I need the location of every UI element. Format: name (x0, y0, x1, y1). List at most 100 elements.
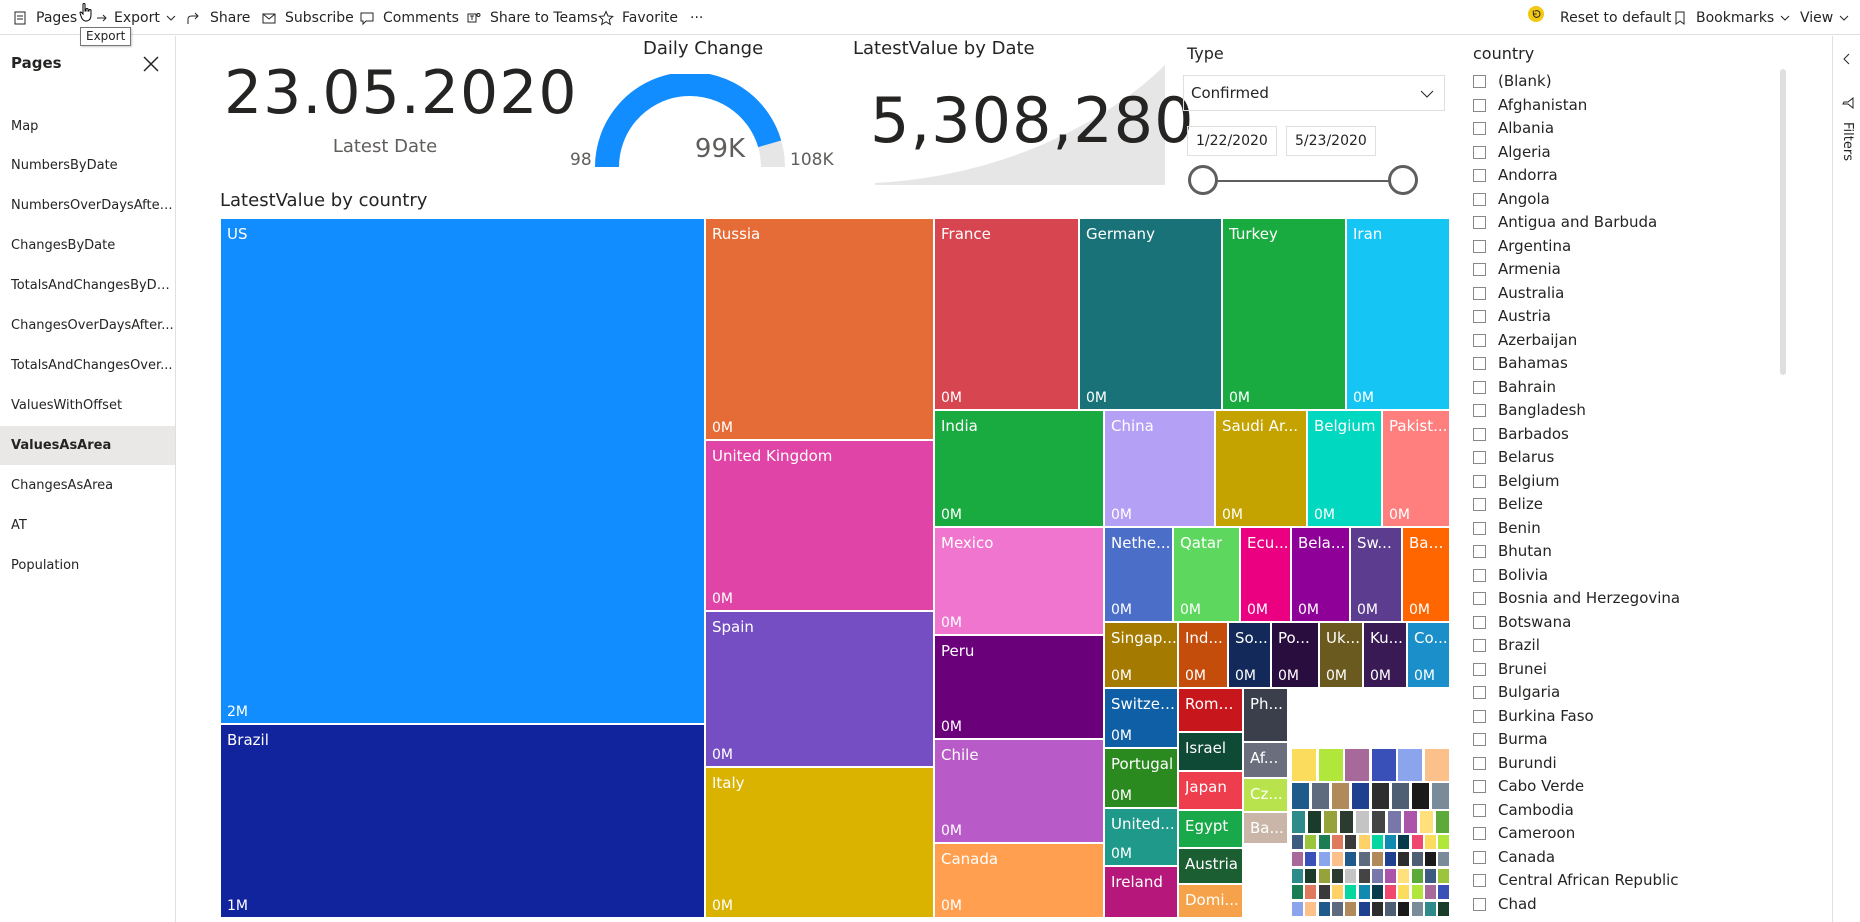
treemap-tile[interactable]: Nethe... 0M (1104, 527, 1173, 622)
treemap-tile[interactable]: France 0M (934, 218, 1079, 410)
checkbox-icon[interactable] (1473, 709, 1486, 723)
treemap-tile[interactable]: Ireland (1104, 866, 1178, 918)
treemap-tile-small[interactable] (1344, 867, 1358, 884)
treemap-tile-small[interactable] (1330, 901, 1344, 918)
checkbox-icon[interactable] (1473, 286, 1486, 300)
checkbox-icon[interactable] (1473, 122, 1486, 135)
treemap-tile-small[interactable] (1291, 834, 1304, 850)
date-slider-start-handle[interactable] (1188, 165, 1218, 195)
checkbox-icon[interactable] (1473, 333, 1486, 347)
page-item-population[interactable]: Population (11, 558, 80, 573)
checkbox-icon[interactable] (1473, 498, 1486, 511)
treemap-tile-small[interactable] (1424, 884, 1437, 901)
close-icon[interactable] (140, 53, 162, 75)
checkbox-icon[interactable] (1473, 545, 1486, 558)
treemap-tile[interactable]: Italy 0M (705, 767, 934, 918)
treemap-tile-small[interactable] (1291, 901, 1304, 918)
treemap-tile[interactable]: Po... 0M (1271, 622, 1319, 688)
checkbox-icon[interactable] (1473, 615, 1486, 629)
treemap-tile-small[interactable] (1410, 834, 1424, 850)
treemap-tile-small[interactable] (1384, 834, 1398, 850)
treemap-tile-small[interactable] (1339, 810, 1354, 834)
treemap-tile[interactable]: Germany 0M (1079, 218, 1222, 410)
treemap-tile-small[interactable] (1397, 884, 1411, 901)
treemap-tile-small[interactable] (1437, 901, 1451, 918)
treemap-tile[interactable]: Peru 0M (934, 635, 1104, 739)
filters-pane-label[interactable]: Filters (1840, 122, 1855, 161)
page-item-changes-as-area[interactable]: ChangesAsArea (11, 478, 114, 493)
checkbox-icon[interactable] (1473, 780, 1486, 793)
treemap-tile-small[interactable] (1330, 834, 1344, 850)
treemap-tile[interactable]: Spain 0M (705, 611, 934, 767)
treemap-tile-small[interactable] (1291, 867, 1304, 884)
checkbox-icon[interactable] (1473, 827, 1486, 840)
page-item-totals-and-changes-by-date[interactable]: TotalsAndChangesByDate (11, 278, 175, 293)
treemap-tile[interactable]: Chile 0M (934, 739, 1104, 843)
checkbox-icon[interactable] (1473, 803, 1486, 817)
checkbox-icon[interactable] (1473, 357, 1486, 370)
treemap-tile-small[interactable] (1317, 834, 1331, 850)
share-to-teams-button[interactable]: Share to Teams (466, 0, 598, 35)
checkbox-icon[interactable] (1473, 169, 1486, 182)
treemap-tile-small[interactable] (1344, 748, 1370, 782)
type-dropdown[interactable]: Confirmed (1183, 75, 1445, 111)
treemap-tile[interactable]: India 0M (934, 410, 1104, 527)
treemap-tile[interactable]: Pakist... 0M (1382, 410, 1450, 527)
treemap-tile-small[interactable] (1397, 834, 1411, 850)
treemap-tile-small[interactable] (1311, 782, 1330, 810)
bookmarks-button[interactable]: Bookmarks (1672, 0, 1790, 35)
treemap-tile[interactable]: Canada 0M (934, 843, 1104, 918)
treemap-tile-small[interactable] (1410, 901, 1424, 918)
treemap-tile-small[interactable] (1307, 810, 1322, 834)
treemap-tile-small[interactable] (1370, 884, 1384, 901)
treemap-tile[interactable]: Switzer... 0M (1104, 688, 1178, 748)
treemap-tile-small[interactable] (1330, 867, 1344, 884)
treemap-tile-small[interactable] (1403, 810, 1418, 834)
treemap-tile[interactable]: Egypt (1178, 810, 1243, 848)
treemap-tile-small[interactable] (1291, 884, 1304, 901)
treemap-tile-small[interactable] (1304, 901, 1318, 918)
treemap-tile-small[interactable] (1351, 782, 1370, 810)
checkbox-icon[interactable] (1473, 568, 1486, 582)
treemap-tile[interactable]: Ind... 0M (1178, 622, 1228, 688)
treemap-tile-small[interactable] (1317, 867, 1331, 884)
treemap-tile[interactable]: Mexico 0M (934, 527, 1104, 635)
treemap-tile-small[interactable] (1410, 867, 1424, 884)
treemap-tile-small[interactable] (1370, 834, 1384, 850)
end-date-input[interactable]: 5/23/2020 (1286, 126, 1376, 156)
treemap-tile-small[interactable] (1317, 748, 1344, 782)
page-item-numbers-over-days[interactable]: NumbersOverDaysAfter... (11, 198, 175, 213)
treemap-tile-small[interactable] (1317, 901, 1331, 918)
treemap-tile-small[interactable] (1355, 810, 1370, 834)
start-date-input[interactable]: 1/22/2020 (1187, 126, 1277, 156)
treemap-tile[interactable]: Saudi Ar... 0M (1215, 410, 1307, 527)
checkbox-icon[interactable] (1473, 239, 1486, 253)
checkbox-icon[interactable] (1473, 310, 1486, 323)
treemap-tile-small[interactable] (1384, 850, 1398, 867)
treemap-tile-small[interactable] (1330, 884, 1344, 901)
country-slicer-scrollbar[interactable] (1780, 69, 1786, 375)
treemap-tile-small[interactable] (1387, 810, 1402, 834)
page-item-numbers-by-date[interactable]: NumbersByDate (11, 158, 118, 173)
checkbox-icon[interactable] (1473, 850, 1486, 864)
treemap-tile[interactable]: Cz... (1243, 778, 1288, 812)
treemap-tile[interactable]: United Kingdom 0M (705, 440, 934, 611)
treemap-tile-small[interactable] (1357, 850, 1371, 867)
treemap-tile[interactable]: Domi... (1178, 884, 1243, 918)
treemap-tile[interactable]: Ba... (1243, 812, 1288, 844)
treemap-tile-small[interactable] (1304, 867, 1318, 884)
reset-to-default-button[interactable]: Reset to default (1528, 0, 1671, 35)
share-button[interactable]: Share (186, 0, 250, 35)
checkbox-icon[interactable] (1473, 192, 1486, 206)
treemap-tile-small[interactable] (1331, 782, 1350, 810)
treemap-tile[interactable]: Brazil 1M (220, 724, 705, 918)
treemap-tile-small[interactable] (1370, 901, 1384, 918)
treemap-tile[interactable]: Sw... 0M (1350, 527, 1402, 622)
more-options-button[interactable]: ··· (690, 0, 703, 35)
treemap-tile-small[interactable] (1384, 901, 1398, 918)
checkbox-icon[interactable] (1473, 451, 1486, 464)
treemap-tile-small[interactable] (1437, 850, 1451, 867)
comments-button[interactable]: Comments (359, 0, 459, 35)
treemap-tile[interactable]: China 0M (1104, 410, 1215, 527)
date-slider-track[interactable] (1203, 180, 1403, 182)
